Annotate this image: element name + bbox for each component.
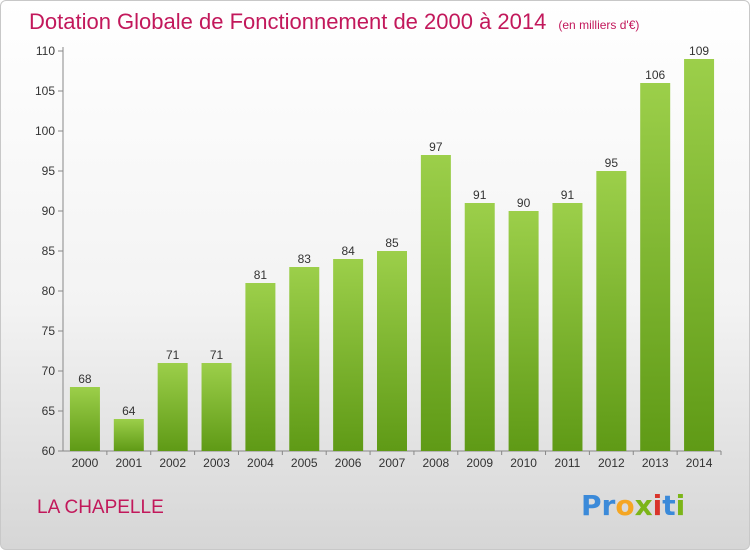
x-tick-label-2013: 2013 [642,456,669,470]
value-label-2012: 95 [605,156,619,170]
value-label-2007: 85 [385,236,399,250]
y-tick-label: 85 [42,244,56,258]
chart-labels: 68 64 71 71 81 83 84 85 97 91 90 91 95 106 109 [78,44,709,418]
x-tick-label-2007: 2007 [379,456,406,470]
value-label-2002: 71 [166,348,180,362]
value-label-2000: 68 [78,372,92,386]
bar-2002 [157,363,188,451]
y-tick-label: 95 [42,164,56,178]
y-tick-label: 75 [42,324,56,338]
y-tick-label: 100 [35,124,55,138]
value-label-2013: 106 [645,68,665,82]
x-tick-label-2012: 2012 [598,456,625,470]
bar-2003 [201,363,232,451]
bar-2006 [333,259,364,451]
value-label-2001: 64 [122,404,136,418]
logo-letter: P [581,489,602,522]
bar-2010 [508,211,539,451]
logo-letter: i [652,489,663,522]
value-label-2003: 71 [210,348,224,362]
chart-title-text: Dotation Globale de Fonctionnement de 20… [29,9,547,34]
logo-letter: o [615,489,635,522]
bar-2008 [420,155,451,451]
value-label-2009: 91 [473,188,487,202]
bar-2009 [464,203,495,451]
chart-title: Dotation Globale de Fonctionnement de 20… [29,9,639,35]
logo-letter: r [601,489,616,522]
logo-letter: t [662,489,676,522]
commune-name: LA CHAPELLE [37,497,164,518]
value-label-2008: 97 [429,140,443,154]
bar-2011 [552,203,583,451]
y-tick-label: 60 [42,444,56,458]
x-tick-label-2010: 2010 [510,456,537,470]
bar-2004 [245,283,276,451]
value-label-2005: 83 [298,252,312,266]
x-tick-label-2005: 2005 [291,456,318,470]
x-tick-label-2004: 2004 [247,456,274,470]
y-tick-label: 70 [42,364,56,378]
x-tick-label-2014: 2014 [686,456,713,470]
bar-2001 [113,419,144,451]
chart-bars [69,59,715,451]
x-tick-label-2009: 2009 [466,456,493,470]
bar-2014 [684,59,715,451]
chart-axes: 60 65 70 75 80 85 90 95 100 105 110 2000 2001 2002 200… [35,44,722,470]
value-label-2006: 84 [341,244,355,258]
y-tick-label: 80 [42,284,56,298]
y-tick-label: 110 [36,44,55,58]
bar-2012 [596,171,627,451]
x-tick-label-2001: 2001 [115,456,142,470]
x-tick-label-2008: 2008 [423,456,450,470]
value-label-2010: 90 [517,196,531,210]
y-tick-label: 105 [35,84,55,98]
bar-2005 [289,267,320,451]
value-label-2004: 81 [254,268,268,282]
chart-subtitle: (en milliers d'€) [558,18,640,32]
x-tick-label-2000: 2000 [72,456,99,470]
logo-letter: i [675,489,686,522]
value-label-2011: 91 [561,188,575,202]
y-tick-label: 65 [42,404,56,418]
bar-2013 [640,83,671,451]
x-tick-label-2011: 2011 [555,456,581,470]
logo-letter: x [634,489,653,522]
x-tick-label-2003: 2003 [203,456,230,470]
value-label-2014: 109 [689,44,709,58]
x-tick-label-2002: 2002 [159,456,186,470]
proxiti-logo: Proxiti [581,489,685,522]
bar-2000 [69,387,100,451]
y-tick-label: 90 [42,204,56,218]
x-tick-label-2006: 2006 [335,456,362,470]
bar-2007 [377,251,407,451]
